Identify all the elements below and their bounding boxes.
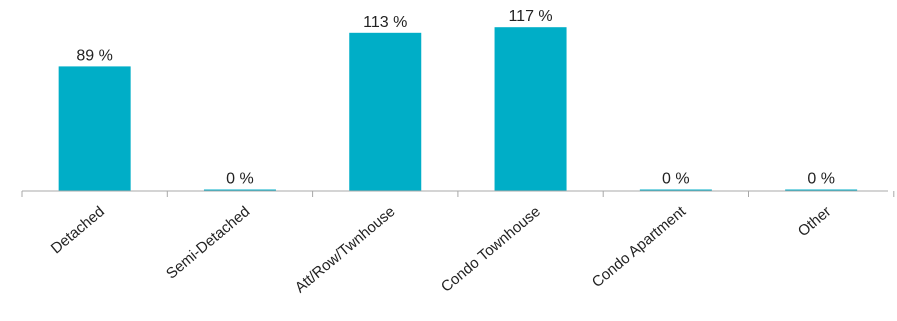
bar-value-label: 113 % [363,14,407,31]
bar-value-label: 0 % [226,171,254,188]
bar-detached [58,66,131,191]
category-label-condo-townhouse: Condo Townhouse [438,203,544,296]
bars-layer [58,27,858,192]
category-label-att-row-twnhouse: Att/Row/Twnhouse [292,203,399,296]
bar-value-label: 0 % [662,171,690,188]
category-label-other: Other [795,203,835,240]
bar-condo-townhouse [494,27,567,192]
category-label-detached: Detached [48,203,108,257]
bar-value-label: 0 % [807,171,835,188]
category-label-condo-apartment: Condo Apartment [589,202,690,291]
category-label-semi-detached: Semi-Detached [163,203,253,282]
bar-other [785,189,858,191]
bar-att-row-twnhouse [349,32,422,191]
category-labels-layer: Detached Semi-Detached Att/Row/Twnhouse Con… [48,202,835,296]
bar-semi-detached [203,189,276,191]
bar-condo-apartment [639,189,712,191]
x-axis-ticks [21,191,895,197]
bar-value-label: 117 % [508,8,552,25]
bar-value-label: 89 % [76,47,112,64]
value-labels-layer: 89 % 0 % 113 % 117 % 0 % 0 % [76,8,835,187]
